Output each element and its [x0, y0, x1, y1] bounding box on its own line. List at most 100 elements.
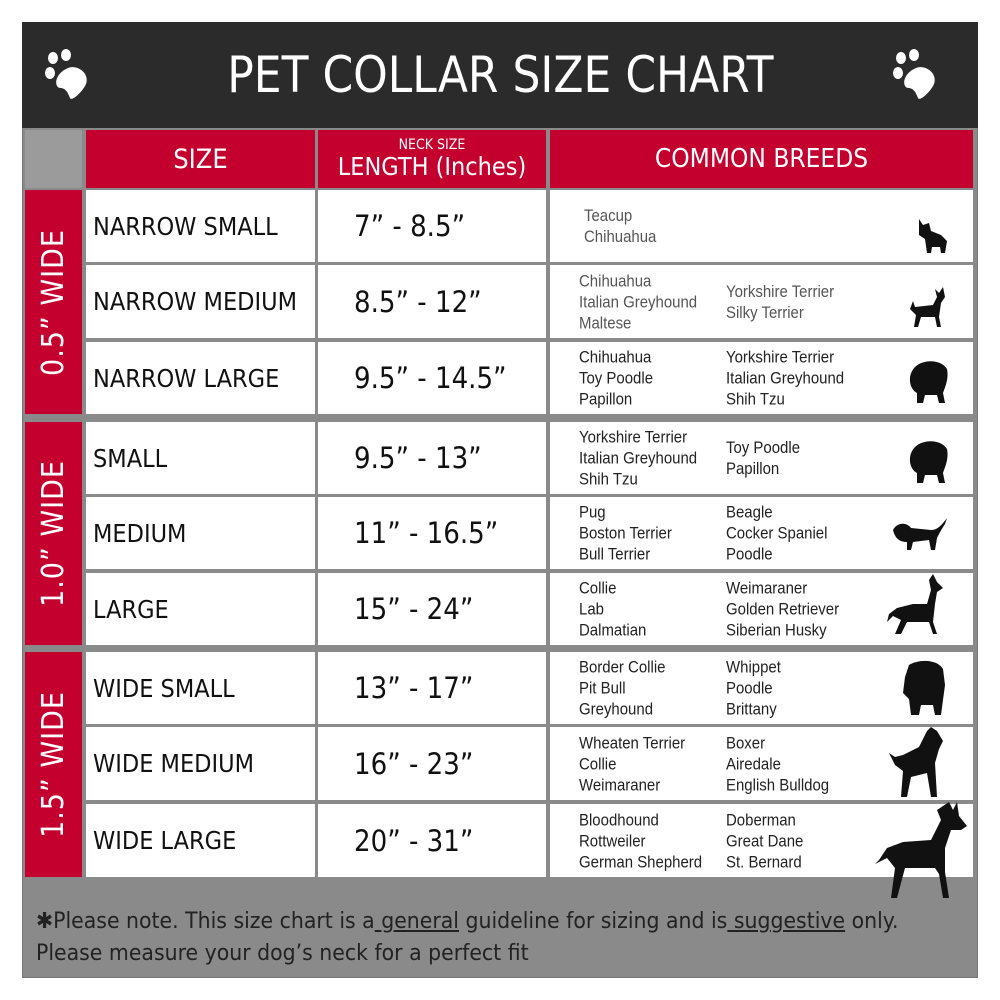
breed-name: Toy Poodle: [579, 368, 654, 388]
breeds-cell: Collie Lab Dalmatian Weimaraner Golden Retri…: [550, 573, 973, 645]
breed-name: Boston Terrier: [579, 523, 672, 543]
size-cell: WIDE MEDIUM: [86, 727, 315, 800]
footer-text: guideline for sizing and is: [458, 909, 728, 934]
length-value: 16” - 23”: [354, 746, 474, 781]
pomeranian-silhouette-icon: [907, 359, 949, 410]
breeds-left: Bloodhound Rottweiler German Shepherd: [579, 809, 702, 872]
breed-name: Airedale: [726, 754, 781, 773]
length-cell: 16” - 23”: [318, 727, 546, 800]
size-name: WIDE SMALL: [93, 673, 235, 703]
width-group-text: 1.5” WIDE: [36, 691, 71, 838]
bulldog-silhouette-icon: [899, 659, 949, 720]
length-cell: 9.5” - 14.5”: [318, 342, 546, 414]
paw-icon: [45, 49, 87, 99]
breed-name: Collie: [579, 754, 617, 773]
breeds-cell: Pug Boston Terrier Bull Terrier Beagle Cocke…: [550, 497, 973, 569]
length-value: 9.5” - 13”: [354, 441, 482, 475]
breed-name: Shih Tzu: [726, 389, 785, 409]
breed-name: Silky Terrier: [726, 302, 804, 322]
breed-name: Great Dane: [726, 831, 804, 850]
breeds-left: Wheaten Terrier Collie Weimaraner: [579, 732, 685, 795]
breed-name: Shih Tzu: [579, 469, 638, 489]
header-size-label: SIZE: [173, 143, 228, 175]
size-cell: NARROW LARGE: [86, 342, 315, 414]
breeds-right: Boxer Airedale English Bulldog: [726, 732, 829, 795]
footer-text: ✱Please note. This size chart is a: [36, 909, 375, 934]
header-length-label: LENGTH (Inches): [337, 151, 527, 181]
breed-name: Pit Bull: [579, 678, 626, 698]
breed-name: Poodle: [726, 678, 773, 698]
length-value: 7” - 8.5”: [354, 209, 466, 243]
breed-name: Chihuahua: [579, 271, 652, 290]
yorkie-silhouette-icon: [915, 217, 949, 258]
breeds-right: Yorkshire Terrier Silky Terrier: [726, 281, 834, 323]
footer-text: only.: [845, 909, 899, 934]
header-breeds-label: COMMON BREEDS: [654, 144, 869, 174]
length-cell: 8.5” - 12”: [318, 265, 546, 338]
size-cell: WIDE LARGE: [86, 804, 315, 877]
breeds-right: Yorkshire Terrier Italian Greyhound Shih T…: [726, 347, 844, 410]
header-length: NECK SIZE LENGTH (Inches): [318, 130, 546, 188]
breed-name: Weimaraner: [726, 578, 808, 598]
breed-name: St. Bernard: [726, 852, 802, 871]
breeds-cell: Bloodhound Rottweiler German Shepherd Dober…: [550, 802, 973, 898]
breed-name: Beagle: [726, 502, 773, 522]
breed-name: Border Collie: [579, 657, 666, 677]
breed-name: Siberian Husky: [726, 620, 827, 640]
breed-name: Collie: [579, 578, 617, 598]
breeds-cell: Teacup Chihuahua: [550, 190, 973, 262]
breed-name: Weimaraner: [579, 775, 661, 794]
breed-name: German Shepherd: [579, 852, 703, 871]
size-name: LARGE: [93, 594, 169, 624]
breed-name: Bull Terrier: [579, 544, 651, 564]
breed-name: Cocker Spaniel: [726, 523, 828, 543]
footer-line2: Please measure your dog’s neck for a per…: [36, 941, 529, 966]
breeds-right: Doberman Great Dane St. Bernard: [726, 809, 803, 872]
header-neck-size-label: NECK SIZE: [398, 136, 466, 153]
length-cell: 11” - 16.5”: [318, 497, 546, 569]
breed-name: Yorkshire Terrier: [726, 281, 835, 301]
breed-name: Italian Greyhound: [726, 368, 845, 388]
length-cell: 20” - 31”: [318, 804, 546, 877]
doberman-silhouette-icon: [859, 800, 969, 905]
breed-name: Italian Greyhound: [579, 448, 698, 468]
size-cell: NARROW SMALL: [86, 190, 315, 262]
width-group-text: 1.0” WIDE: [36, 460, 71, 607]
size-cell: SMALL: [86, 422, 315, 494]
size-name: NARROW MEDIUM: [93, 287, 297, 316]
breed-name: Dalmatian: [579, 620, 647, 640]
breed-name: Bloodhound: [579, 810, 659, 829]
paw-icon: [893, 49, 935, 99]
width-group-label: 1.0” WIDE: [25, 422, 82, 645]
breeds-left: Border Collie Pit Bull Greyhound: [579, 657, 665, 720]
width-group-label: 0.5” WIDE: [25, 190, 82, 414]
length-value: 15” - 24”: [354, 592, 474, 626]
breed-name: Rottweiler: [579, 831, 646, 850]
breeds-cell: Wheaten Terrier Collie Weimaraner Boxer Aire…: [550, 727, 973, 800]
size-name: SMALL: [93, 443, 168, 473]
breeds-left: Yorkshire Terrier Italian Greyhound Shih T…: [579, 427, 697, 490]
breeds-left: Pug Boston Terrier Bull Terrier: [579, 502, 672, 565]
size-name: MEDIUM: [93, 518, 187, 548]
size-name: WIDE LARGE: [93, 826, 237, 855]
breeds-cell: Border Collie Pit Bull Greyhound Whippet Poo…: [550, 652, 973, 724]
size-name: NARROW SMALL: [93, 211, 278, 241]
breeds-right: Beagle Cocker Spaniel Poodle: [726, 502, 827, 565]
breeds-cell: Chihuahua Italian Greyhound Maltese Yorkshi…: [550, 265, 973, 338]
size-cell: NARROW MEDIUM: [86, 265, 315, 338]
footer-note: ✱Please note. This size chart is a gener…: [36, 906, 966, 970]
breed-name: Greyhound: [579, 699, 654, 719]
breed-name: Yorkshire Terrier: [726, 347, 835, 367]
length-cell: 7” - 8.5”: [318, 190, 546, 262]
size-name: NARROW LARGE: [93, 363, 280, 393]
breed-name: Papillon: [579, 389, 633, 409]
breed-name: Whippet: [726, 657, 781, 677]
length-cell: 15” - 24”: [318, 573, 546, 645]
breed-name: Yorkshire Terrier: [579, 427, 688, 447]
width-group-text: 0.5” WIDE: [36, 228, 71, 376]
breed-name: Chihuahua: [579, 347, 652, 367]
length-value: 11” - 16.5”: [354, 516, 499, 550]
length-cell: 13” - 17”: [318, 652, 546, 724]
breed-name: Teacup: [584, 206, 633, 225]
breed-name: Maltese: [579, 313, 632, 332]
